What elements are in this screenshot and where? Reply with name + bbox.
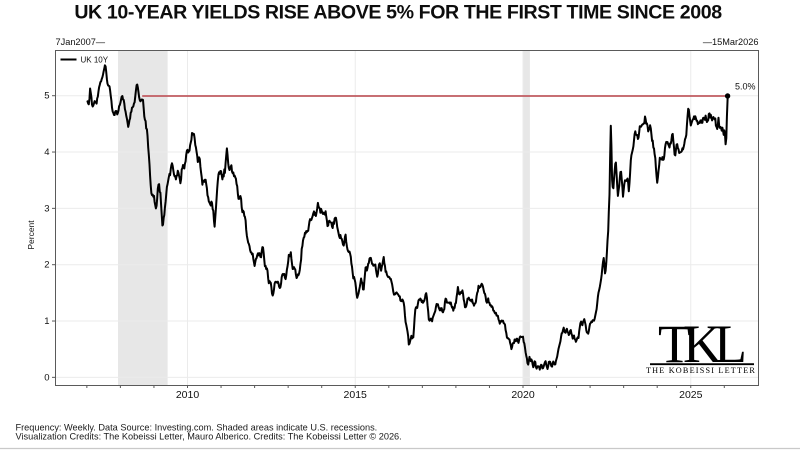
svg-text:2010: 2010 bbox=[176, 389, 200, 401]
svg-text:2020: 2020 bbox=[511, 389, 535, 401]
svg-text:THE KOBEISSI LETTER: THE KOBEISSI LETTER bbox=[646, 366, 756, 375]
svg-text:0: 0 bbox=[44, 372, 49, 383]
svg-text:Visualization Credits: The Kob: Visualization Credits: The Kobeissi Lett… bbox=[16, 432, 402, 442]
svg-text:Frequency: Weekly. Data Source: Frequency: Weekly. Data Source: Investin… bbox=[16, 423, 378, 433]
svg-text:2025: 2025 bbox=[679, 389, 703, 401]
svg-text:1: 1 bbox=[44, 316, 49, 327]
svg-text:2015: 2015 bbox=[344, 389, 368, 401]
svg-text:4: 4 bbox=[44, 147, 49, 158]
svg-text:7Jan2007—: 7Jan2007— bbox=[56, 37, 106, 47]
svg-text:3: 3 bbox=[44, 203, 49, 214]
svg-text:UK 10Y: UK 10Y bbox=[81, 55, 109, 64]
svg-text:5.0%: 5.0% bbox=[735, 82, 756, 92]
svg-text:5: 5 bbox=[44, 91, 49, 102]
svg-text:—15Mar2026: —15Mar2026 bbox=[703, 37, 759, 47]
svg-text:UK 10-YEAR YIELDS RISE ABOVE 5: UK 10-YEAR YIELDS RISE ABOVE 5% FOR THE … bbox=[74, 1, 722, 23]
svg-text:Percent: Percent bbox=[26, 220, 36, 250]
svg-text:2: 2 bbox=[44, 260, 49, 271]
